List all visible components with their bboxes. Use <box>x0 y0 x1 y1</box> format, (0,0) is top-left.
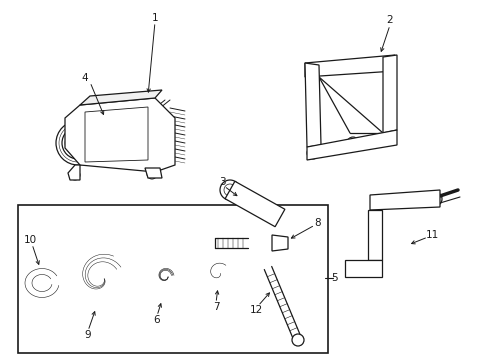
Polygon shape <box>271 235 287 251</box>
Polygon shape <box>305 63 320 147</box>
Text: 9: 9 <box>84 330 91 340</box>
Polygon shape <box>306 130 396 160</box>
Circle shape <box>291 334 304 346</box>
Bar <box>18 205 327 353</box>
Polygon shape <box>224 181 285 227</box>
Polygon shape <box>305 55 394 77</box>
Text: 11: 11 <box>425 230 438 240</box>
Polygon shape <box>68 165 80 180</box>
Text: 6: 6 <box>153 315 160 325</box>
Polygon shape <box>65 98 175 172</box>
Text: 5: 5 <box>331 273 338 283</box>
Polygon shape <box>145 168 162 178</box>
Text: 1: 1 <box>151 13 158 23</box>
Text: 8: 8 <box>314 218 321 228</box>
Polygon shape <box>382 55 396 133</box>
Text: 7: 7 <box>212 302 219 312</box>
Text: 4: 4 <box>81 73 88 83</box>
Text: 10: 10 <box>23 235 37 245</box>
Text: 12: 12 <box>249 305 262 315</box>
Text: 2: 2 <box>386 15 392 25</box>
Polygon shape <box>369 190 439 210</box>
Polygon shape <box>80 90 162 105</box>
Polygon shape <box>345 260 381 277</box>
Text: 3: 3 <box>218 177 225 187</box>
Polygon shape <box>367 210 381 260</box>
